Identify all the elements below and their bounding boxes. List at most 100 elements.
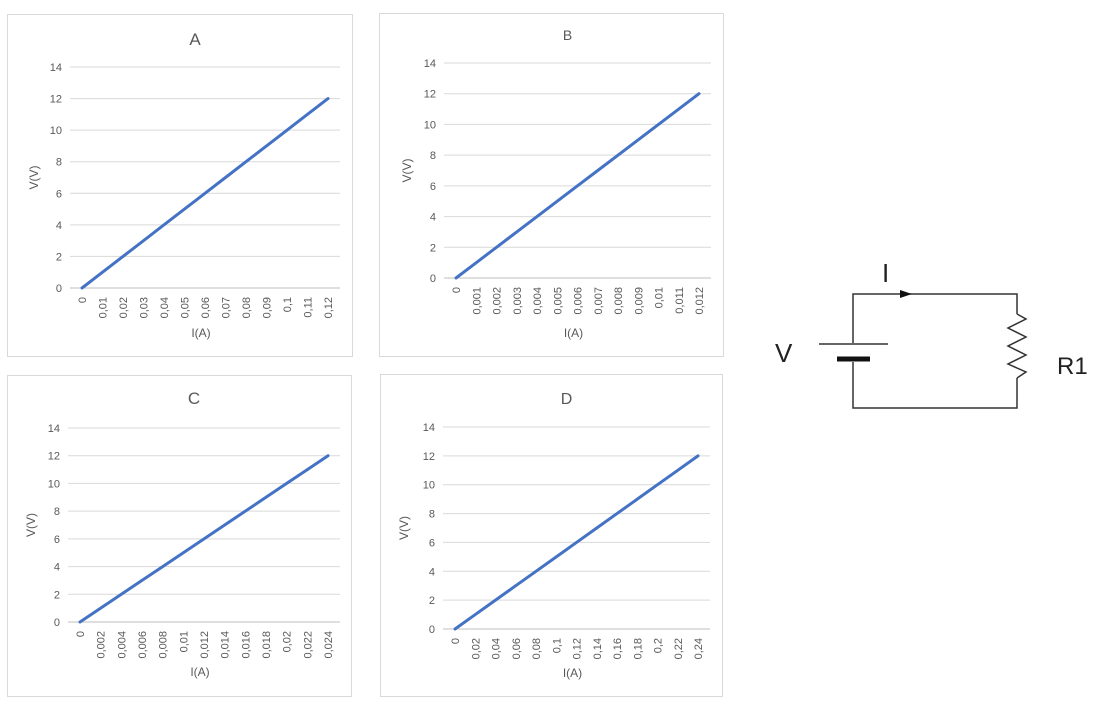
chart-d-svg: D 0 2 4 6 8 10 12 14 0 0,02 0,04 0,06 0,08 0,1 0,12 0,14… <box>397 391 710 680</box>
chart-b-x-tick-label: 0,005 <box>552 287 564 315</box>
chart-a-y-tick-label: 6 <box>56 188 62 200</box>
chart-a-x-tick-label: 0,09 <box>262 297 274 318</box>
chart-b-x-tick-label: 0,001 <box>471 287 483 315</box>
chart-c-x-tick-label: 0,01 <box>178 631 190 652</box>
chart-b-x-tick-label: 0,011 <box>674 287 686 314</box>
chart-c-x-tick-label: 0,014 <box>220 631 232 659</box>
chart-b-x-tick-label: 0,007 <box>593 287 605 315</box>
chart-a-x-tick-label: 0 <box>77 297 89 303</box>
chart-a-x-tick-label: 0,08 <box>241 297 253 318</box>
chart-b-y-axis-label: V(V) <box>400 158 414 182</box>
chart-a-x-tick-label: 0,11 <box>303 297 315 318</box>
chart-d-title: D <box>561 391 573 408</box>
chart-c-y-axis-label: V(V) <box>24 513 38 537</box>
chart-d-x-tick-label: 0,18 <box>632 638 644 659</box>
chart-a-x-tick-label: 0,05 <box>180 297 192 318</box>
chart-b-y-tick-label: 4 <box>430 212 436 224</box>
chart-a-x-tick-label: 0,1 <box>282 297 294 312</box>
chart-d-x-tick-label: 0,16 <box>612 638 624 659</box>
voltage-label: V <box>775 338 793 368</box>
chart-c-x-tick-label: 0,006 <box>137 631 149 659</box>
chart-b-x-tick-label: 0,01 <box>654 287 666 308</box>
chart-a-x-tick-label: 0,07 <box>221 297 233 318</box>
resistor-r1 <box>1006 313 1028 379</box>
chart-b-x-axis-label: I(A) <box>564 326 583 340</box>
chart-d-y-tick-label: 6 <box>429 537 435 549</box>
chart-a-y-tick-label: 10 <box>50 125 62 137</box>
chart-c-y-tick-label: 14 <box>48 423 60 435</box>
chart-d-y-axis-label: V(V) <box>397 516 411 540</box>
chart-d-x-axis-label: I(A) <box>563 666 582 680</box>
chart-c-y-tick-label: 12 <box>48 451 60 463</box>
chart-b-svg: B 0 2 4 6 8 10 12 14 0 0,001 0,002 0,003 0,004 0,005 0,… <box>400 27 711 340</box>
chart-a-y-tick-label: 2 <box>56 251 62 263</box>
chart-d-y-tick-label: 10 <box>423 480 435 492</box>
current-arrow <box>900 290 912 298</box>
chart-a-x-tick-label: 0,04 <box>159 297 171 318</box>
chart-c-x-axis-label: I(A) <box>190 665 209 679</box>
chart-c-y-tick-label: 8 <box>54 506 60 518</box>
chart-a-y-tick-label: 0 <box>56 283 62 295</box>
chart-c-x-tick-label: 0,02 <box>282 631 294 652</box>
chart-c-title: C <box>188 389 200 408</box>
chart-d-x-tick-label: 0,22 <box>673 638 685 659</box>
chart-b-x-tick-label: 0,002 <box>492 287 504 315</box>
chart-d-x-tick-label: 0,12 <box>572 638 584 659</box>
chart-c-y-tick-label: 0 <box>54 617 60 629</box>
chart-d-x-tick-label: 0,06 <box>511 638 523 659</box>
chart-d-x-tick-label: 0,1 <box>551 638 563 653</box>
chart-d: D 0 2 4 6 8 10 12 14 0 0,02 0,04 0,06 0,08 0,1 0,12 0,14… <box>380 374 723 697</box>
chart-d-x-tick-label: 0,24 <box>693 638 705 659</box>
chart-a-y-tick-label: 8 <box>56 157 62 169</box>
circuit-diagram: I V R1 <box>775 258 1088 409</box>
chart-b-series-line <box>454 92 701 280</box>
chart-d-x-tick-label: 0,04 <box>491 638 503 659</box>
chart-c-y-tick-label: 2 <box>54 589 60 601</box>
chart-d-x-tick-label: 0,08 <box>531 638 543 659</box>
chart-c-x-tick-label: 0,016 <box>240 631 252 659</box>
chart-c-x-tick-label: 0,002 <box>96 631 108 659</box>
resistor-label: R1 <box>1057 353 1088 380</box>
chart-d-y-tick-label: 2 <box>429 595 435 607</box>
chart-b-y-tick-label: 6 <box>430 181 436 193</box>
chart-b-x-tick-label: 0,009 <box>633 287 645 315</box>
chart-d-x-tick-label: 0,2 <box>653 638 665 653</box>
chart-a-y-axis-label: V(V) <box>27 165 41 189</box>
chart-d-y-tick-label: 4 <box>429 566 435 578</box>
chart-c-y-tick-label: 4 <box>54 562 60 574</box>
chart-b-y-tick-label: 0 <box>430 273 436 285</box>
chart-b-y-tick-label: 14 <box>424 58 436 70</box>
chart-c-x-tick-label: 0,008 <box>158 631 170 659</box>
chart-a-x-tick-label: 0,03 <box>139 297 151 318</box>
chart-d-y-tick-label: 8 <box>429 509 435 521</box>
chart-c-series-line <box>78 454 330 624</box>
chart-c-x-tick-label: 0,012 <box>199 631 211 659</box>
chart-c-x-tick-label: 0,004 <box>116 631 128 659</box>
chart-c-x-tick-label: 0,022 <box>302 631 314 659</box>
chart-c-y-tick-label: 10 <box>48 478 60 490</box>
chart-a-x-axis-label: I(A) <box>191 326 210 340</box>
chart-b-x-tick-label: 0,008 <box>613 287 625 315</box>
chart-b-y-tick-label: 10 <box>424 119 436 131</box>
chart-c-x-tick-label: 0,024 <box>323 631 335 659</box>
chart-c-svg: C 0 2 4 6 8 10 12 14 0 0,002 0,004 0,006 0,008 0,01 0,0… <box>24 389 340 679</box>
circuit-wire <box>852 293 1018 409</box>
chart-c-x-tick-label: 0,018 <box>261 631 273 659</box>
chart-d-x-tick-label: 0 <box>450 638 462 644</box>
chart-d-x-tick-label: 0,14 <box>592 638 604 659</box>
chart-d-series-line <box>453 454 700 631</box>
chart-b-y-tick-label: 12 <box>424 89 436 101</box>
chart-c: C 0 2 4 6 8 10 12 14 0 0,002 0,004 0,006 0,008 0,01 0,0… <box>7 375 352 697</box>
chart-b-x-tick-label: 0,004 <box>532 287 544 315</box>
chart-a-title: A <box>189 30 201 49</box>
chart-d-y-tick-label: 14 <box>423 422 435 434</box>
chart-b-x-tick-label: 0,012 <box>694 287 706 315</box>
chart-a: A 0 2 4 6 8 10 12 14 0 0,01 0,02 0,03 0,04 0,05 0,06 0,0… <box>7 14 353 357</box>
chart-a-x-tick-label: 0,06 <box>200 297 212 318</box>
chart-b: B 0 2 4 6 8 10 12 14 0 0,001 0,002 0,003 0,004 0,005 0,… <box>379 13 724 357</box>
chart-a-series-line <box>80 97 330 290</box>
chart-b-x-tick-label: 0,006 <box>573 287 585 315</box>
chart-a-y-tick-label: 12 <box>50 94 62 106</box>
chart-a-x-tick-label: 0,02 <box>118 297 130 318</box>
chart-b-x-tick-label: 0,003 <box>512 287 524 315</box>
